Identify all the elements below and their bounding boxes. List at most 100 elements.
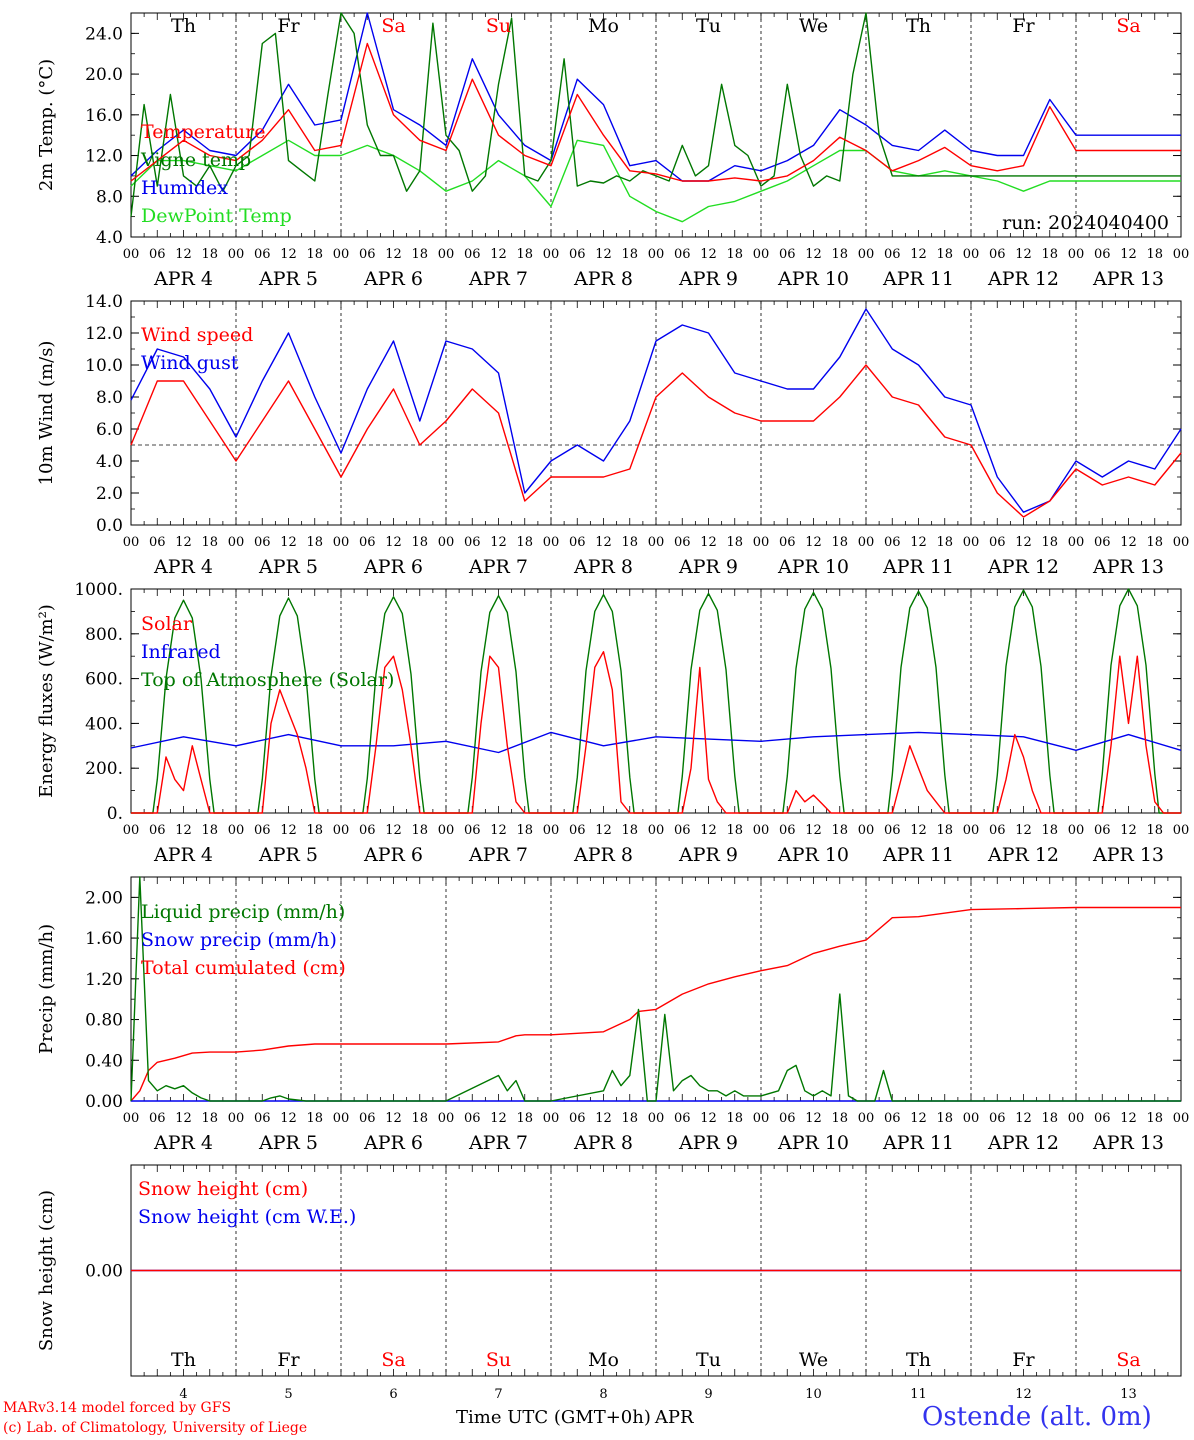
hour-tick-label: 06 [1094, 535, 1111, 550]
hour-tick-label: 06 [884, 823, 901, 838]
date-label: APR 13 [1092, 844, 1164, 866]
hour-tick-label: 12 [385, 1111, 402, 1126]
hour-tick-label: 12 [805, 823, 822, 838]
hour-tick-label: 12 [1015, 823, 1032, 838]
hour-tick-label: 18 [936, 247, 953, 262]
hour-tick-label: 06 [1094, 1111, 1111, 1126]
panel-5: 0.00 Snow height (cm) Snow height (cm) Snow… [36, 1164, 1182, 1402]
hour-tick-label: 12 [805, 535, 822, 550]
series-line-total-cumulated-cm- [130, 906, 1181, 1102]
y-axis-label: Precip (mm/h) [36, 924, 57, 1054]
hour-tick-label: 18 [726, 823, 743, 838]
hour-tick-label: 00 [858, 247, 875, 262]
hour-tick-label: 06 [989, 1111, 1006, 1126]
hour-tick-label: 00 [333, 247, 350, 262]
y-tick-label: 24.0 [85, 24, 123, 44]
series-line-liquid-precip-mm-h- [130, 876, 1181, 1102]
hour-tick-label: 18 [306, 535, 323, 550]
hour-tick-label: 06 [989, 247, 1006, 262]
date-label: APR 7 [468, 1132, 528, 1154]
y-tick-label: 0. [107, 804, 123, 824]
hour-tick-label: 06 [149, 823, 166, 838]
panel-4: 2.00 1.60 1.20 0.80 0.40 0.00 Precip (mm/h) Liq… [36, 876, 1189, 1154]
date-label: APR 6 [363, 556, 423, 578]
date-label: APR 6 [363, 268, 423, 290]
date-label: APR 6 [363, 1132, 423, 1154]
hour-tick-label: 18 [726, 1111, 743, 1126]
y-axis-label: 10m Wind (m/s) [36, 341, 57, 486]
date-label: APR 4 [153, 268, 213, 290]
date-label: APR 12 [987, 556, 1059, 578]
hour-tick-label: 00 [123, 823, 140, 838]
day-of-week-label: Mo [588, 1349, 619, 1371]
day-number-label: 13 [1120, 1387, 1137, 1402]
series-line-wind-gust [130, 308, 1182, 513]
hour-tick-label: 12 [910, 823, 927, 838]
month-label: APR [654, 1407, 694, 1428]
hour-tick-label: 18 [516, 535, 533, 550]
legend-entry: Total cumulated (cm) [141, 957, 346, 979]
model-credit: MARv3.14 model forced by GFS [3, 1400, 232, 1416]
date-label: APR 13 [1092, 1132, 1164, 1154]
y-axis-label: 2m Temp. (°C) [36, 59, 57, 191]
hour-tick-label: 12 [1120, 823, 1137, 838]
date-label: APR 5 [258, 556, 318, 578]
y-axis-label: Energy fluxes (W/m²) [36, 604, 57, 798]
date-label: APR 8 [573, 844, 633, 866]
hour-tick-label: 12 [700, 1111, 717, 1126]
day-of-week-label: Tu [696, 1349, 721, 1371]
hour-tick-label: 12 [1015, 247, 1032, 262]
day-number-label: 6 [389, 1387, 397, 1402]
day-number-label: 8 [599, 1387, 607, 1402]
hour-tick-label: 18 [1146, 823, 1163, 838]
day-of-week-label: Fr [1012, 1349, 1035, 1371]
hour-tick-label: 18 [516, 823, 533, 838]
y-tick-label: 10.0 [85, 356, 123, 376]
run-annotation: run: 2024040400 [1002, 212, 1169, 234]
y-tick-label: 0.80 [85, 1011, 123, 1031]
date-label: APR 5 [258, 844, 318, 866]
hour-tick-label: 06 [464, 535, 481, 550]
day-of-week-label: Th [906, 15, 931, 37]
legend-entry: Vigne temp [140, 149, 251, 171]
y-tick-label: 4.0 [96, 452, 123, 472]
y-tick-label: 2.0 [96, 484, 123, 504]
hour-tick-label: 18 [201, 247, 218, 262]
hour-tick-label: 00 [1173, 247, 1190, 262]
y-tick-label: 14.0 [85, 292, 123, 312]
hour-tick-label: 06 [779, 247, 796, 262]
date-label: APR 4 [153, 1132, 213, 1154]
hour-tick-label: 12 [595, 1111, 612, 1126]
hour-tick-label: 06 [464, 823, 481, 838]
series-line-vigne-temp [130, 12, 1181, 217]
hour-tick-label: 06 [149, 535, 166, 550]
hour-tick-label: 12 [175, 247, 192, 262]
hour-tick-label: 00 [438, 823, 455, 838]
hour-tick-label: 18 [1146, 535, 1163, 550]
day-of-week-label: Tu [696, 15, 721, 37]
series-line-temperature [130, 42, 1181, 182]
hour-tick-label: 12 [490, 1111, 507, 1126]
hour-tick-label: 06 [359, 1111, 376, 1126]
day-of-week-label: Sa [1116, 15, 1140, 37]
hour-tick-label: 12 [175, 1111, 192, 1126]
hour-tick-label: 12 [700, 823, 717, 838]
date-label: APR 11 [882, 556, 954, 578]
hour-tick-label: 00 [228, 823, 245, 838]
date-label: APR 10 [777, 1132, 849, 1154]
series-line-dewpoint-temp [130, 139, 1181, 223]
day-of-week-label: We [799, 1349, 828, 1371]
hour-tick-label: 06 [674, 535, 691, 550]
date-label: APR 11 [882, 268, 954, 290]
hour-tick-label: 18 [1041, 535, 1058, 550]
day-of-week-label: Fr [1012, 15, 1035, 37]
hour-tick-label: 00 [1068, 1111, 1085, 1126]
y-tick-label: 200. [85, 759, 123, 779]
hour-tick-label: 00 [1173, 823, 1190, 838]
hour-tick-label: 12 [385, 535, 402, 550]
day-number-label: 4 [179, 1387, 187, 1402]
legend-entry: Solar [141, 613, 193, 635]
y-tick-label: 12.0 [85, 147, 123, 167]
date-label: APR 4 [153, 844, 213, 866]
